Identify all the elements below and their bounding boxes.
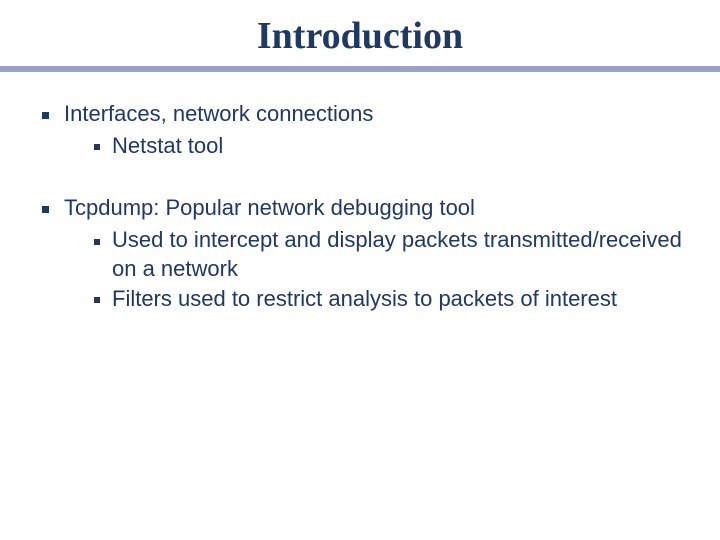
slide-title: Introduction xyxy=(0,14,720,58)
slide: Introduction Interfaces, network connect… xyxy=(0,14,720,540)
list-item: Used to intercept and display packets tr… xyxy=(64,226,684,282)
list-item-text: Interfaces, network connections xyxy=(64,101,373,126)
list-item-text: Tcpdump: Popular network debugging tool xyxy=(64,195,475,220)
sub-bullet-list: Used to intercept and display packets tr… xyxy=(64,226,684,312)
list-item-text: Netstat tool xyxy=(112,133,223,158)
list-item-text: Used to intercept and display packets tr… xyxy=(112,227,682,280)
sub-bullet-list: Netstat tool xyxy=(64,132,684,160)
list-item: Tcpdump: Popular network debugging tool … xyxy=(36,194,684,313)
slide-body: Interfaces, network connections Netstat … xyxy=(0,72,720,313)
list-item: Netstat tool xyxy=(64,132,684,160)
list-item-text: Filters used to restrict analysis to pac… xyxy=(112,286,617,311)
list-item: Interfaces, network connections Netstat … xyxy=(36,100,684,160)
list-item: Filters used to restrict analysis to pac… xyxy=(64,285,684,313)
bullet-list: Interfaces, network connections Netstat … xyxy=(36,100,684,313)
